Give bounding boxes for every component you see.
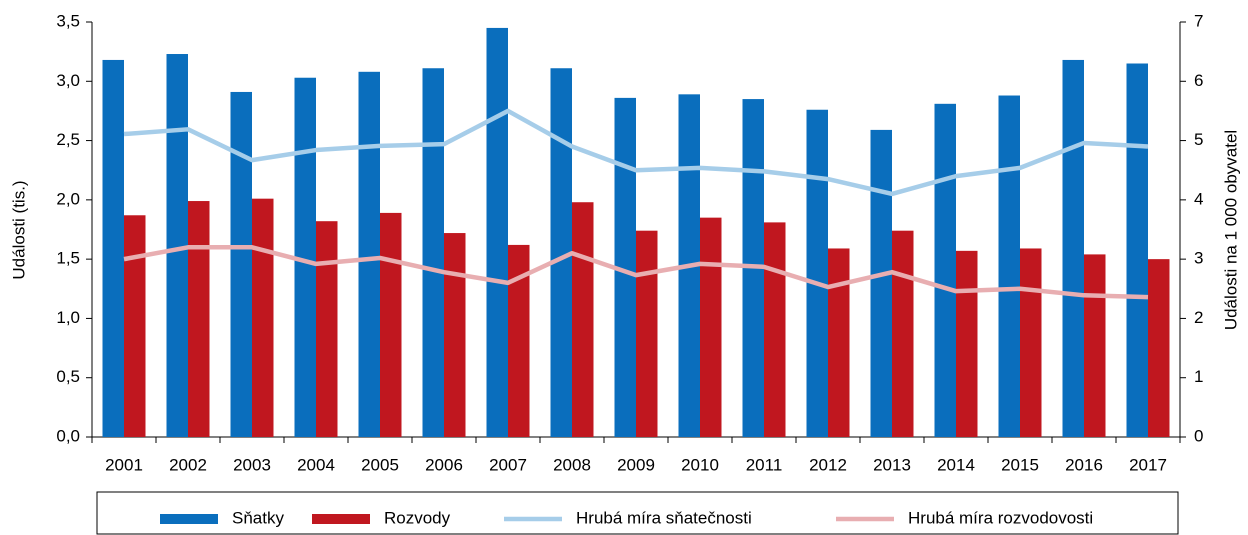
legend-box bbox=[96, 491, 1179, 535]
bar bbox=[956, 250, 978, 437]
bar bbox=[508, 244, 530, 437]
line bbox=[123, 245, 1149, 300]
x-tick-label: 2011 bbox=[746, 455, 783, 474]
legend-label: Rozvody bbox=[384, 508, 451, 527]
x-tick-label: 2007 bbox=[489, 455, 527, 474]
bar bbox=[1084, 254, 1106, 437]
bar bbox=[444, 233, 466, 437]
x-tick-label: 2017 bbox=[1129, 455, 1167, 474]
y-tick-label: 3,5 bbox=[56, 11, 80, 30]
bar bbox=[700, 217, 722, 437]
bar bbox=[764, 222, 786, 437]
x-tick-label: 2008 bbox=[553, 455, 591, 474]
legend-label: Hrubá míra rozvodovosti bbox=[908, 508, 1093, 527]
x-tick-label: 2010 bbox=[681, 455, 719, 474]
x-tick-label: 2016 bbox=[1065, 455, 1103, 474]
x-tick-label: 2002 bbox=[169, 455, 207, 474]
y2-tick-label: 5 bbox=[1194, 130, 1203, 149]
x-tick-label: 2003 bbox=[233, 455, 271, 474]
x-tick-label: 2001 bbox=[105, 455, 143, 474]
legend-swatch bbox=[160, 514, 218, 524]
bar bbox=[1020, 248, 1042, 437]
y2-tick-label: 4 bbox=[1194, 189, 1203, 208]
bar bbox=[102, 59, 124, 437]
y-tick-label: 2,0 bbox=[56, 189, 80, 208]
bar bbox=[316, 221, 338, 437]
bar bbox=[166, 54, 188, 438]
y-tick-label: 1,5 bbox=[56, 249, 80, 268]
bar bbox=[252, 198, 274, 437]
y-tick-label: 0,0 bbox=[56, 426, 80, 445]
bar bbox=[230, 91, 252, 437]
y-tick-label: 2,5 bbox=[56, 130, 80, 149]
bar bbox=[380, 212, 402, 437]
bar bbox=[358, 71, 380, 438]
legend-label: Hrubá míra sňatečnosti bbox=[576, 508, 752, 527]
bar bbox=[188, 201, 210, 437]
x-tick-label: 2009 bbox=[617, 455, 655, 474]
y2-tick-label: 0 bbox=[1194, 426, 1203, 445]
y-tick-label: 1,0 bbox=[56, 308, 80, 327]
x-tick-label: 2014 bbox=[937, 455, 975, 474]
bar bbox=[1148, 259, 1170, 437]
bar bbox=[828, 248, 850, 437]
bar bbox=[486, 27, 508, 438]
bar bbox=[1126, 63, 1148, 437]
line bbox=[123, 108, 1149, 197]
y2-tick-label: 1 bbox=[1194, 367, 1203, 386]
y2-tick-label: 3 bbox=[1194, 249, 1203, 268]
y2-tick-label: 2 bbox=[1194, 308, 1203, 327]
bar bbox=[1062, 59, 1084, 437]
y-axis-title: Události (tis.) bbox=[9, 180, 28, 279]
bar bbox=[870, 129, 892, 437]
y2-axis-title: Události na 1 000 obyvatel bbox=[1221, 130, 1240, 330]
bar bbox=[636, 230, 658, 437]
y2-tick-label: 6 bbox=[1194, 71, 1203, 90]
x-tick-label: 2013 bbox=[873, 455, 911, 474]
bar bbox=[550, 68, 572, 437]
legend-swatch bbox=[312, 514, 370, 524]
bar bbox=[934, 103, 956, 438]
bar bbox=[614, 97, 636, 437]
bar bbox=[124, 215, 146, 437]
x-tick-label: 2006 bbox=[425, 455, 463, 474]
bar bbox=[294, 77, 316, 437]
bar bbox=[806, 109, 828, 437]
bar bbox=[422, 68, 444, 437]
x-tick-label: 2015 bbox=[1001, 455, 1039, 474]
bar bbox=[572, 202, 594, 437]
legend-label: Sňatky bbox=[232, 508, 284, 527]
bar bbox=[998, 95, 1020, 437]
x-tick-label: 2005 bbox=[361, 455, 399, 474]
y2-tick-label: 7 bbox=[1194, 11, 1203, 30]
y-tick-label: 3,0 bbox=[56, 71, 80, 90]
bar bbox=[892, 230, 914, 437]
x-tick-label: 2004 bbox=[297, 455, 335, 474]
y-tick-label: 0,5 bbox=[56, 367, 80, 386]
x-tick-label: 2012 bbox=[809, 455, 847, 474]
